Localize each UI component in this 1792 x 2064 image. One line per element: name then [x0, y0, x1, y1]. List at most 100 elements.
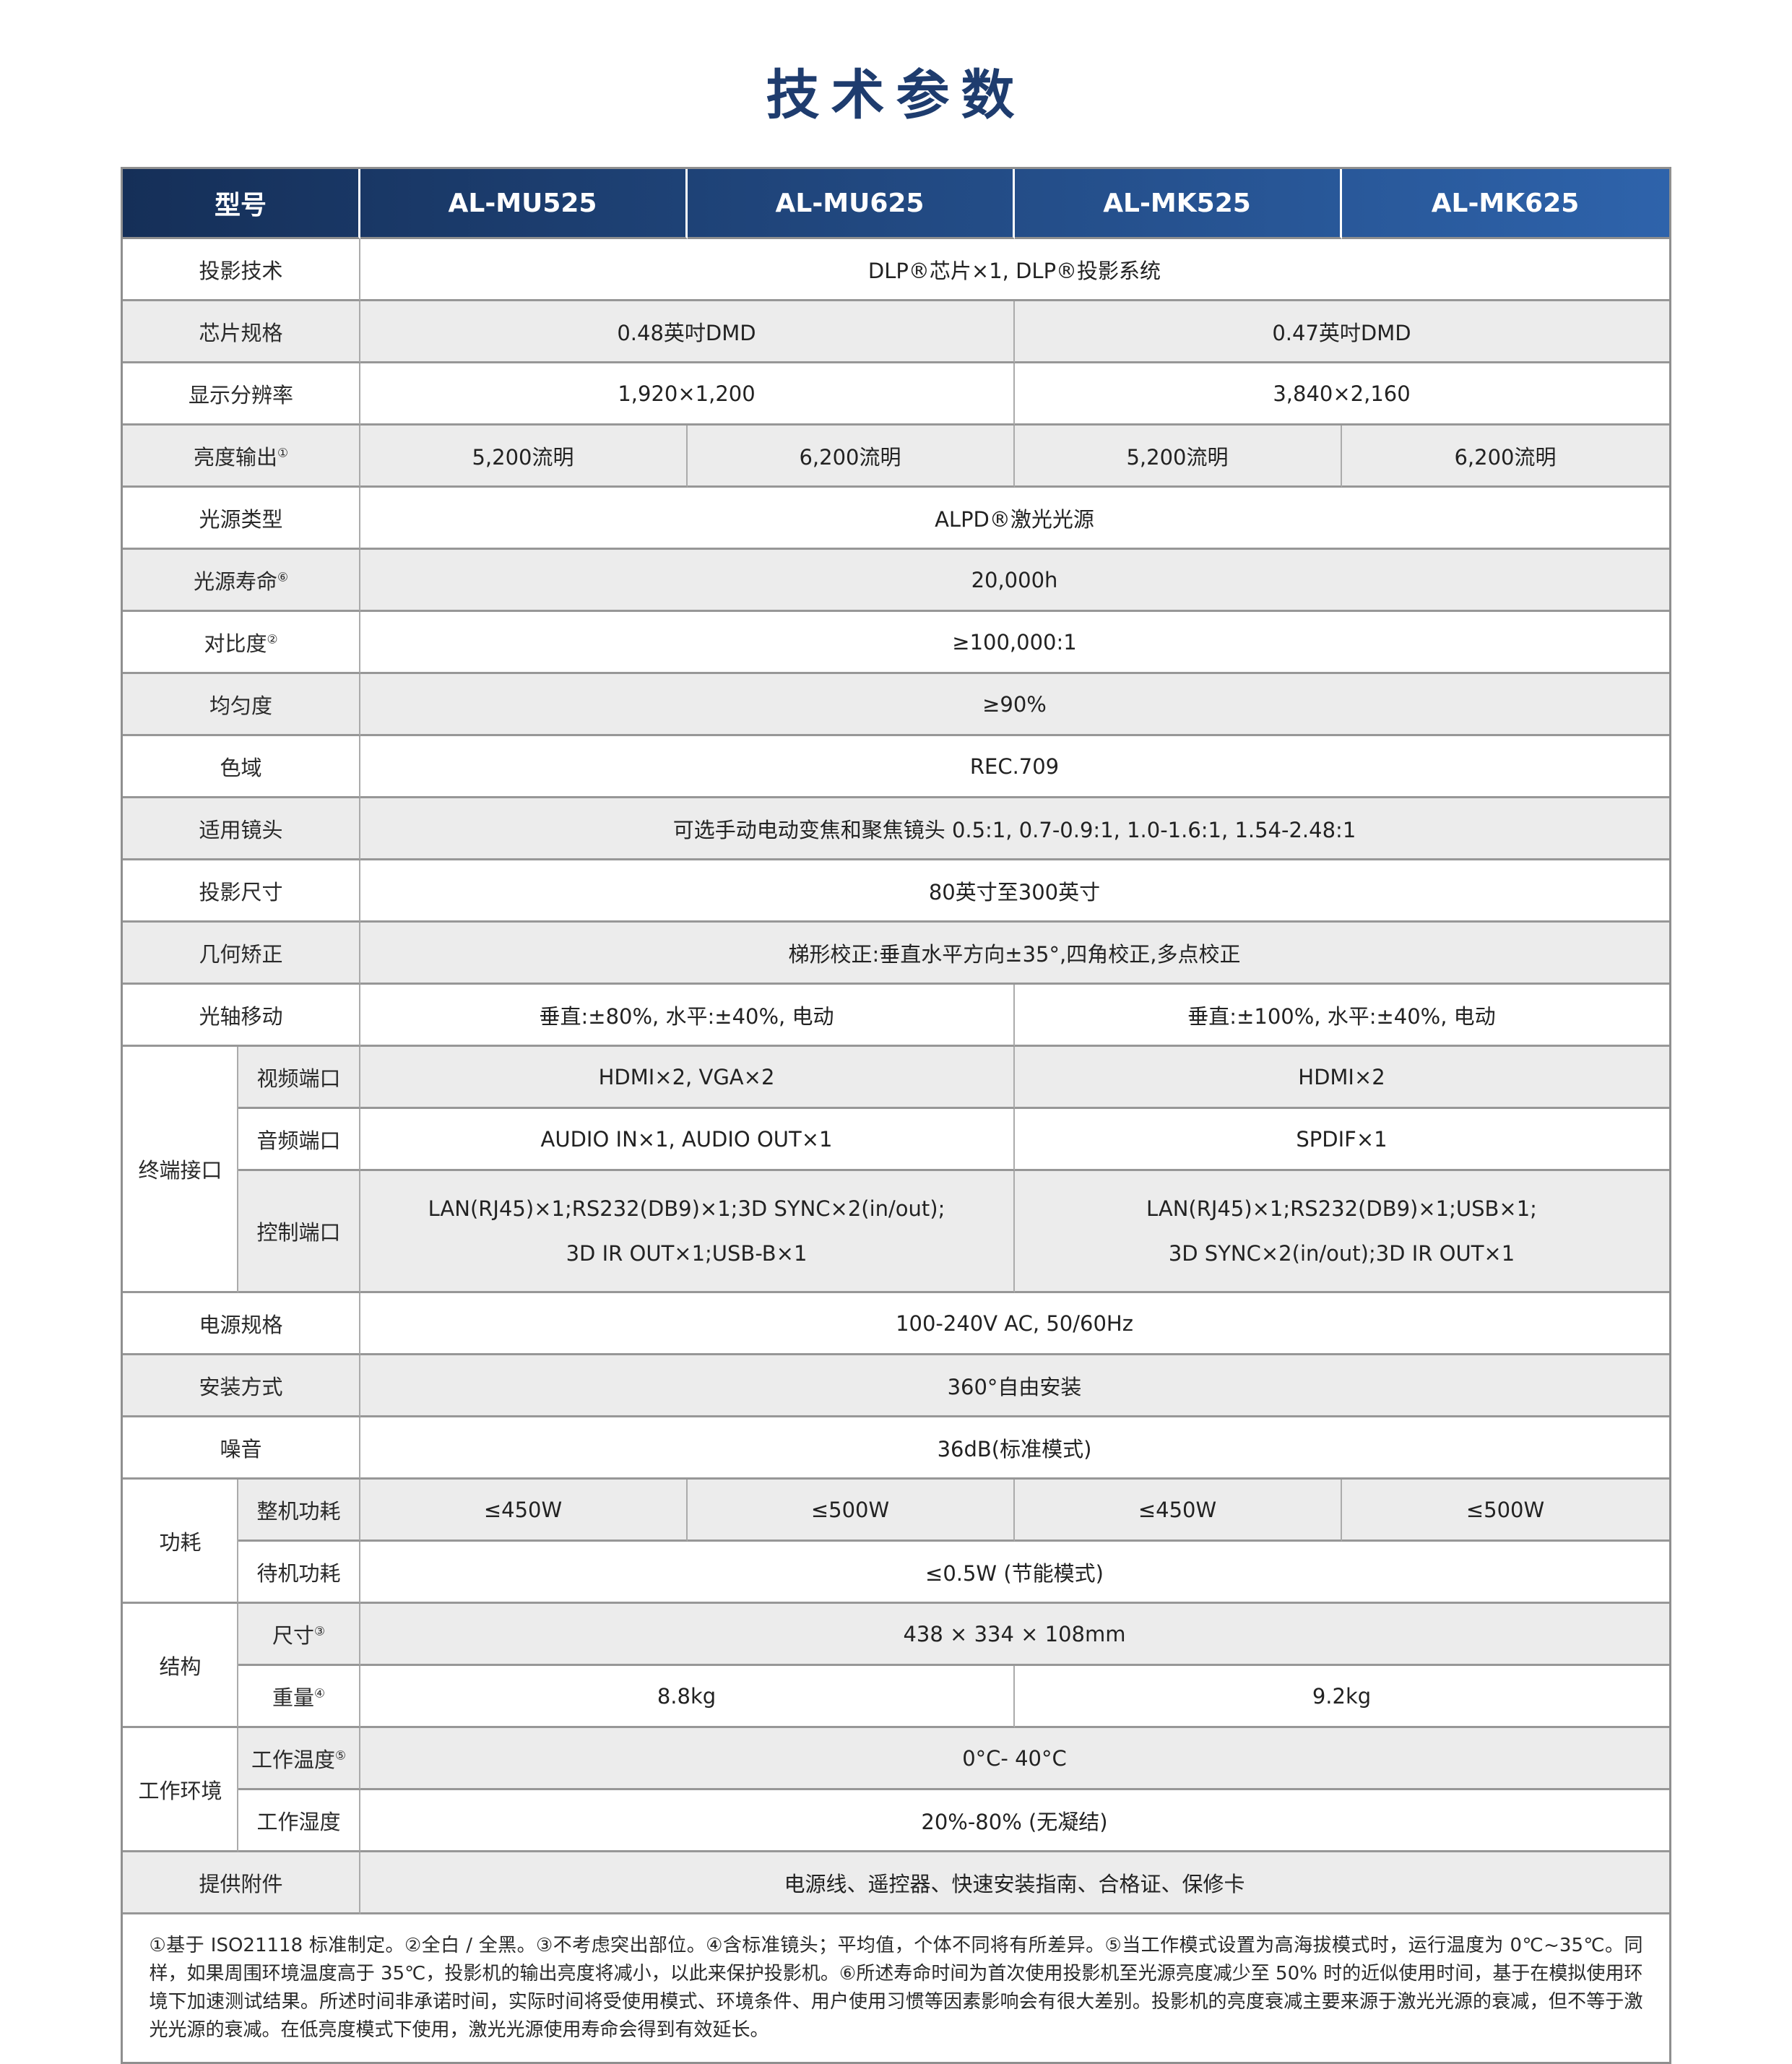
weight-value-mu: 8.8kg: [360, 1666, 1015, 1728]
spec-row-standby-power: 待机功耗 ≤0.5W (节能模式): [123, 1542, 1669, 1604]
footnote-text: ①基于 ISO21118 标准制定。②全白 / 全黑。③不考虑突出部位。④含标准…: [123, 1914, 1669, 2062]
standby-power-value: ≤0.5W (节能模式): [360, 1542, 1669, 1604]
full-power-value-mu625: ≤500W: [687, 1480, 1015, 1542]
spec-row-lens-shift: 光轴移动 垂直:±80%, 水平:±40%, 电动 垂直:±100%, 水平:±…: [123, 985, 1669, 1047]
resolution-value-mu: 1,920×1,200: [360, 363, 1015, 426]
light-source-type-label: 光源类型: [123, 488, 360, 550]
spec-row-control-ports: 控制端口 LAN(RJ45)×1;RS232(DB9)×1;3D SYNC×2(…: [123, 1171, 1669, 1293]
uniformity-value: ≥90%: [360, 674, 1669, 736]
noise-value: 36dB(标准模式): [360, 1417, 1669, 1480]
lens-shift-label: 光轴移动: [123, 985, 360, 1047]
spec-row-operating-temperature: 工作环境 工作温度⑤ 0°C- 40°C: [123, 1728, 1669, 1852]
control-ports-value-mk: LAN(RJ45)×1;RS232(DB9)×1;USB×1; 3D SYNC×…: [1014, 1171, 1669, 1293]
video-ports-value-mk: HDMI×2: [1014, 1047, 1669, 1109]
header-model-label: 型号: [123, 169, 360, 239]
footnote-marker: ②: [267, 631, 278, 646]
lens-shift-value-mk: 垂直:±100%, 水平:±40%, 电动: [1014, 985, 1669, 1047]
header-model-al-mk525: AL-MK525: [1014, 169, 1342, 239]
accessories-label: 提供附件: [123, 1852, 360, 1914]
video-ports-label: 视频端口: [238, 1047, 360, 1109]
light-source-life-value: 20,000h: [360, 550, 1669, 612]
image-size-value: 80英寸至300英寸: [360, 860, 1669, 923]
spec-row-installation: 安装方式 360°自由安装: [123, 1355, 1669, 1417]
footnote-marker: ④: [313, 1685, 326, 1700]
geometry-label: 几何矫正: [123, 923, 360, 985]
spec-row-dimensions: 结构 尺寸③ 438 × 334 × 108mm: [123, 1604, 1669, 1728]
lens-label: 适用镜头: [123, 798, 360, 860]
environment-group-label: 工作环境: [123, 1728, 239, 1852]
audio-ports-label: 音频端口: [238, 1109, 360, 1171]
standby-power-label: 待机功耗: [238, 1542, 360, 1604]
spec-row-light-source-type: 光源类型 ALPD®激光光源: [123, 488, 1669, 550]
spec-table: 型号 AL-MU525 AL-MU625 AL-MK525 AL-MK625 投…: [121, 167, 1671, 2064]
color-gamut-label: 色域: [123, 736, 360, 798]
operating-temperature-label: 工作温度⑤: [238, 1728, 360, 1790]
footnote-row: ①基于 ISO21118 标准制定。②全白 / 全黑。③不考虑突出部位。④含标准…: [123, 1914, 1669, 2062]
spec-row-lens: 适用镜头 可选手动电动变焦和聚焦镜头 0.5:1, 0.7-0.9:1, 1.0…: [123, 798, 1669, 860]
operating-temperature-value: 0°C- 40°C: [360, 1728, 1669, 1790]
header-model-al-mu525: AL-MU525: [360, 169, 688, 239]
audio-ports-value-mk: SPDIF×1: [1014, 1109, 1669, 1171]
terminals-group-label: 终端接口: [123, 1047, 239, 1293]
brightness-label: 亮度输出①: [123, 426, 360, 488]
structure-group-label: 结构: [123, 1604, 239, 1728]
spec-row-uniformity: 均匀度 ≥90%: [123, 674, 1669, 736]
full-power-value-mu525: ≤450W: [360, 1480, 688, 1542]
spec-row-full-power: 功耗 整机功耗 ≤450W ≤500W ≤450W ≤500W: [123, 1480, 1669, 1604]
weight-label: 重量④: [238, 1666, 360, 1728]
power-spec-label: 电源规格: [123, 1293, 360, 1355]
brightness-value-mu525: 5,200流明: [360, 426, 688, 488]
spec-row-color-gamut: 色域 REC.709: [123, 736, 1669, 798]
video-ports-value-mu: HDMI×2, VGA×2: [360, 1047, 1015, 1109]
resolution-value-mk: 3,840×2,160: [1014, 363, 1669, 426]
spec-row-operating-humidity: 工作湿度 20%-80% (无凝结): [123, 1790, 1669, 1852]
noise-label: 噪音: [123, 1417, 360, 1480]
chip-spec-label: 芯片规格: [123, 301, 360, 363]
spec-row-power-spec: 电源规格 100-240V AC, 50/60Hz: [123, 1293, 1669, 1355]
image-size-label: 投影尺寸: [123, 860, 360, 923]
light-source-type-value: ALPD®激光光源: [360, 488, 1669, 550]
contrast-label: 对比度②: [123, 612, 360, 674]
footnote-marker: ⑤: [334, 1747, 347, 1762]
spec-row-chip-spec: 芯片规格 0.48英吋DMD 0.47英吋DMD: [123, 301, 1669, 363]
lens-value: 可选手动电动变焦和聚焦镜头 0.5:1, 0.7-0.9:1, 1.0-1.6:…: [360, 798, 1669, 860]
spec-row-geometry: 几何矫正 梯形校正:垂直水平方向±35°,四角校正,多点校正: [123, 923, 1669, 985]
spec-row-contrast: 对比度② ≥100,000:1: [123, 612, 1669, 674]
light-source-life-label: 光源寿命⑥: [123, 550, 360, 612]
header-model-al-mk625: AL-MK625: [1341, 169, 1669, 239]
spec-row-brightness: 亮度输出① 5,200流明 6,200流明 5,200流明 6,200流明: [123, 426, 1669, 488]
geometry-value: 梯形校正:垂直水平方向±35°,四角校正,多点校正: [360, 923, 1669, 985]
power-group-label: 功耗: [123, 1480, 239, 1604]
weight-value-mk: 9.2kg: [1014, 1666, 1669, 1728]
full-power-label: 整机功耗: [238, 1480, 360, 1542]
full-power-value-mk625: ≤500W: [1341, 1480, 1669, 1542]
footnote-marker: ①: [277, 444, 289, 459]
spec-row-audio-ports: 音频端口 AUDIO IN×1, AUDIO OUT×1 SPDIF×1: [123, 1109, 1669, 1171]
spec-row-light-source-life: 光源寿命⑥ 20,000h: [123, 550, 1669, 612]
spec-row-video-ports: 终端接口 视频端口 HDMI×2, VGA×2 HDMI×2: [123, 1047, 1669, 1293]
footnote-marker: ③: [313, 1623, 326, 1638]
dimensions-value: 438 × 334 × 108mm: [360, 1604, 1669, 1666]
full-power-value-mk525: ≤450W: [1014, 1480, 1342, 1542]
spec-row-weight: 重量④ 8.8kg 9.2kg: [123, 1666, 1669, 1728]
accessories-value: 电源线、遥控器、快速安装指南、合格证、保修卡: [360, 1852, 1669, 1914]
spec-row-projection-tech: 投影技术 DLP®芯片×1, DLP®投影系统: [123, 239, 1669, 301]
resolution-label: 显示分辨率: [123, 363, 360, 426]
header-row: 型号 AL-MU525 AL-MU625 AL-MK525 AL-MK625: [123, 169, 1669, 239]
operating-humidity-label: 工作湿度: [238, 1790, 360, 1852]
control-ports-label: 控制端口: [238, 1171, 360, 1293]
brightness-value-mu625: 6,200流明: [687, 426, 1015, 488]
dimensions-label: 尺寸③: [238, 1604, 360, 1666]
operating-humidity-value: 20%-80% (无凝结): [360, 1790, 1669, 1852]
projection-tech-label: 投影技术: [123, 239, 360, 301]
chip-spec-value-mu: 0.48英吋DMD: [360, 301, 1015, 363]
brightness-value-mk525: 5,200流明: [1014, 426, 1342, 488]
chip-spec-value-mk: 0.47英吋DMD: [1014, 301, 1669, 363]
audio-ports-value-mu: AUDIO IN×1, AUDIO OUT×1: [360, 1109, 1015, 1171]
spec-row-image-size: 投影尺寸 80英寸至300英寸: [123, 860, 1669, 923]
spec-row-accessories: 提供附件 电源线、遥控器、快速安装指南、合格证、保修卡: [123, 1852, 1669, 1914]
header-model-al-mu625: AL-MU625: [687, 169, 1015, 239]
footnote-marker: ⑥: [277, 569, 289, 584]
power-spec-value: 100-240V AC, 50/60Hz: [360, 1293, 1669, 1355]
brightness-value-mk625: 6,200流明: [1341, 426, 1669, 488]
